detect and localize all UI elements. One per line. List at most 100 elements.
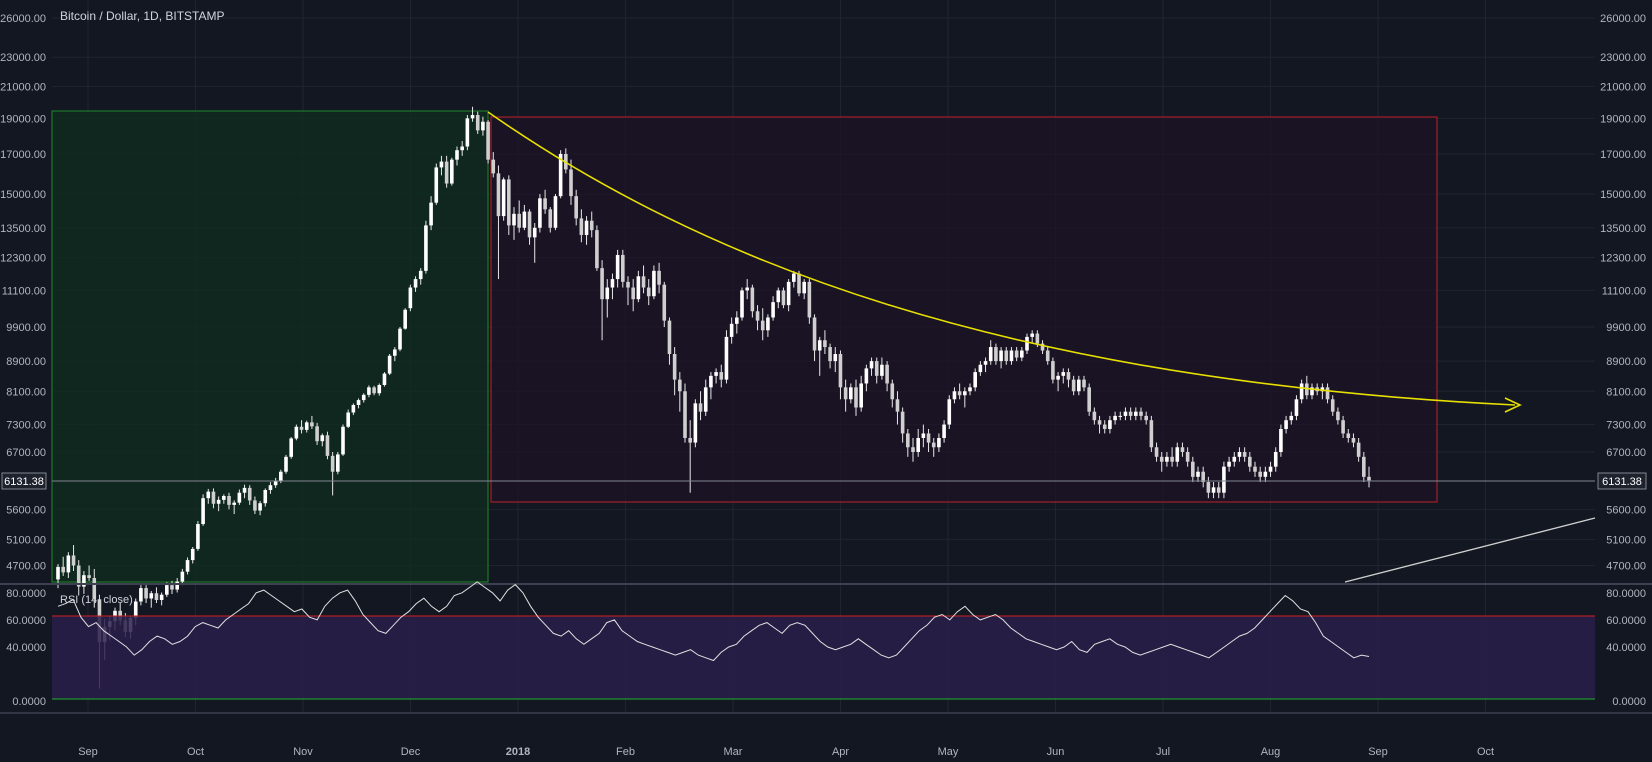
candle-body <box>1227 461 1231 467</box>
time-tick: Sep <box>1368 746 1388 758</box>
candle-body <box>942 424 946 438</box>
candle-body <box>963 391 967 396</box>
candle-body <box>154 593 159 600</box>
candle-body <box>792 273 796 282</box>
candle-body <box>911 447 915 453</box>
candle-body <box>299 426 304 430</box>
candle-body <box>1139 411 1143 416</box>
price-axis-left[interactable]: 26000.00 23000.00 21000.00 19000.00 17000.00… <box>0 13 46 708</box>
candle-body <box>273 480 278 486</box>
candle-body <box>952 391 957 400</box>
candle-body <box>175 581 179 590</box>
candle-body <box>698 403 703 412</box>
price-tick-left: 17000.00 <box>0 149 46 161</box>
candle-body <box>957 391 962 396</box>
candle-body <box>776 290 781 303</box>
candle-body <box>66 555 71 573</box>
rsi-label: RSI (14, close) <box>60 594 133 606</box>
candle-body <box>185 560 190 572</box>
candle-body <box>937 437 941 448</box>
candle-body <box>1077 379 1081 392</box>
price-tick-right: 9900.00 <box>1606 322 1646 334</box>
candle-body <box>1180 447 1185 453</box>
candle-body <box>1108 420 1112 429</box>
candle-body <box>605 287 610 300</box>
candle-body <box>180 571 185 582</box>
time-tick: Nov <box>293 746 313 758</box>
rsi-line <box>57 581 1370 662</box>
candle-body <box>854 387 858 408</box>
candle-body <box>247 487 252 501</box>
candle-body <box>232 502 236 505</box>
candle-body <box>491 159 496 174</box>
candle-body <box>683 391 687 438</box>
candle-body <box>216 499 221 504</box>
candle-body <box>325 435 330 456</box>
candle-body <box>424 225 428 271</box>
candle-body <box>1004 350 1009 362</box>
candle-body <box>139 588 143 602</box>
candle-body <box>1154 447 1159 457</box>
candle-body <box>356 400 361 405</box>
candle-body <box>1284 420 1288 429</box>
candle-body <box>584 220 589 235</box>
candle-body <box>242 487 247 493</box>
last-price-tag-left: 6131.38 <box>1 472 47 490</box>
price-tick-right: 19000.00 <box>1600 113 1646 125</box>
candle-body <box>755 311 760 321</box>
candle-body <box>393 349 397 356</box>
candle-body <box>315 426 319 442</box>
candle-body <box>569 169 573 197</box>
candle-body <box>900 411 905 434</box>
candle-body <box>1030 333 1034 337</box>
rsi-tick-left: 40.0000 <box>6 642 46 654</box>
price-tick-left: 9900.00 <box>6 322 46 334</box>
candle-body <box>1009 350 1014 362</box>
time-axis[interactable]: Sep Oct Nov Dec 2018 Feb Mar Apr May Jun Jul Aug Sep… <box>78 746 1494 758</box>
candle-body <box>983 361 988 365</box>
time-tick: Oct <box>187 746 204 758</box>
candle-body <box>377 385 382 394</box>
candle-body <box>688 437 692 443</box>
candle-body <box>662 284 667 321</box>
time-tick: Sep <box>78 746 98 758</box>
candle-body <box>579 218 584 235</box>
candle-body <box>367 387 371 395</box>
candle-body <box>460 146 464 151</box>
candle-body <box>87 575 91 579</box>
price-tick-left: 5100.00 <box>6 534 46 546</box>
rsi-tick-left: 0.0000 <box>12 696 46 708</box>
candle-body <box>1185 452 1190 462</box>
candle-body <box>439 161 444 168</box>
candle-body <box>1165 456 1169 462</box>
candle-body <box>786 281 791 306</box>
candle-body <box>486 121 490 160</box>
price-axis-right[interactable]: 26000.00 23000.00 21000.00 19000.00 17000.00… <box>1600 13 1646 708</box>
candle-body <box>310 422 314 427</box>
candle-body <box>434 167 439 203</box>
candle-body <box>621 254 625 282</box>
candle-body <box>1367 476 1371 481</box>
time-tick: Oct <box>1477 746 1494 758</box>
candle-body <box>994 347 998 362</box>
price-tick-right: 23000.00 <box>1600 52 1646 64</box>
candle-body <box>678 379 682 392</box>
candle-body <box>341 426 345 455</box>
candle-body <box>1020 350 1024 358</box>
candle-body <box>874 361 879 376</box>
candle-body <box>724 336 729 380</box>
candle-body <box>237 492 242 503</box>
candle-body <box>906 433 910 448</box>
svg-text:6131.38: 6131.38 <box>1602 476 1642 488</box>
candle-body <box>1248 456 1252 467</box>
candle-body <box>159 594 164 600</box>
candle-body <box>869 361 874 369</box>
candle-body <box>1211 487 1216 493</box>
candle-body <box>766 317 770 331</box>
candle-body <box>714 372 718 376</box>
candle-body <box>1082 379 1086 388</box>
candle-body <box>346 412 350 427</box>
candle-body <box>1253 466 1257 472</box>
price-tick-right: 6700.00 <box>1606 447 1646 459</box>
